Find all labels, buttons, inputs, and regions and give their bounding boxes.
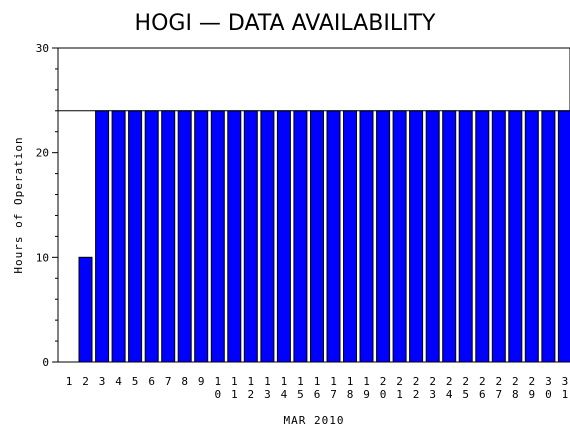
x-tick-label-2: 2 <box>82 375 89 388</box>
bar-day-11 <box>227 110 242 363</box>
bars-group <box>78 110 570 363</box>
x-tick-label-7: 7 <box>165 375 172 388</box>
bar-day-18 <box>343 110 357 363</box>
y-tick-label: 30 <box>36 42 49 55</box>
bar-day-25 <box>458 110 473 363</box>
bar-day-21 <box>392 110 407 363</box>
x-tick-label-8: 8 <box>181 375 188 388</box>
chart-title: HOGI — DATA AVAILABILITY <box>135 11 436 36</box>
y-axis: 0 10 20 30 <box>36 42 58 369</box>
bar-day-3 <box>95 110 110 363</box>
y-tick-label: 0 <box>42 356 49 369</box>
y-tick-label: 20 <box>36 147 49 160</box>
bar-day-31 <box>557 110 570 363</box>
bar-day-23 <box>425 110 440 363</box>
bar-day-12 <box>243 110 258 363</box>
bar-day-6 <box>144 110 159 363</box>
y-tick-label: 10 <box>36 251 49 264</box>
bar-day-26 <box>475 110 490 363</box>
bar-day-9 <box>194 110 209 363</box>
bar-day-27 <box>491 110 506 363</box>
x-axis-label: MAR 2010 <box>284 414 345 427</box>
bar-day-28 <box>508 110 523 363</box>
bar-day-17 <box>326 110 341 363</box>
bar-day-5 <box>128 110 143 363</box>
bar-day-29 <box>524 110 539 363</box>
y-axis-label: Hours of Operation <box>12 136 25 273</box>
x-tick-label-5: 5 <box>132 375 139 388</box>
x-tick-label-3: 3 <box>99 375 106 388</box>
bar-day-16 <box>310 110 324 363</box>
bar-day-22 <box>409 110 424 363</box>
bar-day-4 <box>111 110 126 363</box>
bar-day-15 <box>293 110 308 363</box>
bar-day-14 <box>276 110 291 363</box>
bar-day-7 <box>161 110 176 363</box>
x-tick-label-4: 4 <box>115 375 122 388</box>
bar-day-19 <box>359 110 374 363</box>
bar-day-20 <box>376 110 391 363</box>
bar-day-13 <box>260 110 275 363</box>
bar-day-10 <box>210 110 225 363</box>
bar-day-24 <box>442 110 457 363</box>
x-tick-label-9: 9 <box>198 375 205 388</box>
bar-day-8 <box>177 110 192 363</box>
bar-day-2 <box>78 256 93 363</box>
x-tick-label-6: 6 <box>148 375 155 388</box>
x-tick-label-1: 1 <box>66 375 73 388</box>
x-axis: 1 2 3 4 5 6 7 8 9 1 01 11 21 31 41 51 61 71 81 92 02 12 22 32 42… <box>66 375 569 401</box>
bar-day-30 <box>541 110 556 363</box>
